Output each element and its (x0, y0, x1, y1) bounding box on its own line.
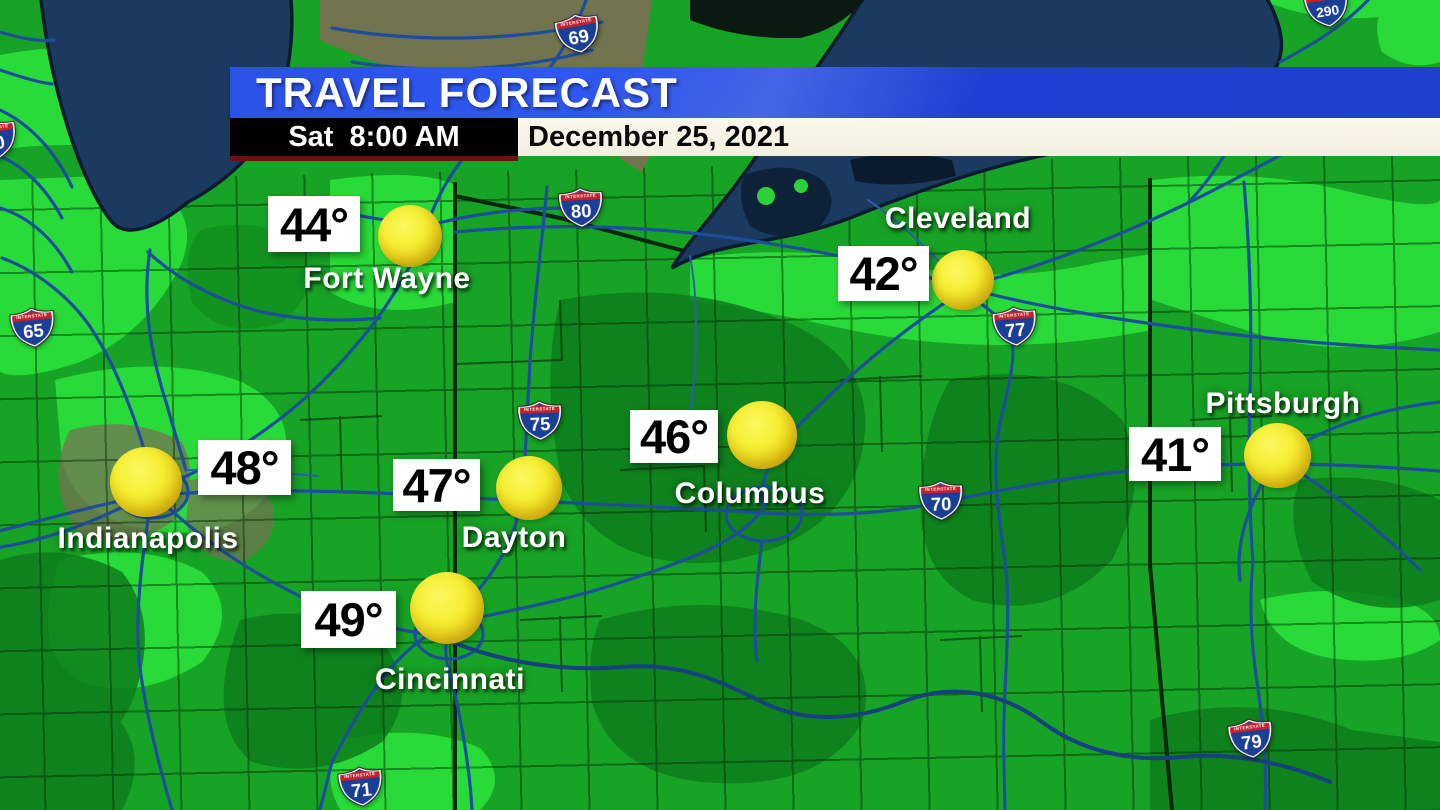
interstate-shield-79: INTERSTATE 79 (1224, 714, 1279, 762)
interstate-shield-290: INTERSTATE290 (1299, 0, 1355, 32)
interstate-shield-80: INTERSTATE 80 (555, 185, 607, 230)
radar-dark-blobs (0, 224, 1440, 810)
shield-interstate-label: INTERSTATE (925, 486, 956, 492)
shield-interstate-label: INTERSTATE (565, 193, 597, 200)
temp-badge-pittsburgh: 41° (1129, 427, 1221, 481)
interstate-shield-69: INTERSTATE 69 (550, 8, 607, 58)
sun-icon (496, 456, 562, 520)
banner-title: TRAVEL FORECAST (256, 69, 678, 116)
shield-interstate-label: INTERSTATE (1234, 723, 1266, 732)
shield-number: 80 (570, 200, 591, 222)
shield-number: 290 (1315, 2, 1340, 20)
interstate-shield-71: INTERSTATE 71 (334, 763, 388, 810)
city-label-indianapolis: Indianapolis (57, 522, 239, 555)
shield-interstate-label: INTERSTATE (16, 312, 48, 320)
shield-interstate-label: INTERSTATE (524, 406, 555, 412)
time-bar: Sat 8:00 AM (230, 118, 518, 156)
shield-number: 69 (567, 25, 591, 49)
red-underline (230, 156, 518, 161)
temp-badge-cleveland: 42° (838, 246, 929, 301)
sun-icon (410, 572, 484, 644)
interstate-shield-77: INTERSTATE 77 (988, 303, 1041, 349)
shield-number: 70 (931, 493, 952, 515)
banner: TRAVEL FORECAST (230, 67, 1440, 118)
sun-icon (727, 401, 797, 469)
interstate-shield-70: INTERSTATE 70 (915, 478, 966, 522)
shield-number: 75 (530, 413, 551, 435)
temp-badge-indianapolis: 48° (198, 440, 291, 495)
city-label-cincinnati: Cincinnati (374, 663, 526, 696)
shield-interstate-label: INTERSTATE (0, 123, 9, 133)
shield-interstate-label: INTERSTATE (998, 311, 1030, 319)
city-label-columbus: Columbus (674, 477, 826, 510)
shield-number: 79 (1240, 730, 1263, 753)
shield-number: 0 (0, 131, 6, 153)
city-label-dayton: Dayton (461, 521, 567, 554)
city-label-cleveland: Cleveland (884, 202, 1032, 235)
sun-icon (378, 205, 442, 267)
interstate-shield-partial-left: INTERSTATE 0 (0, 114, 23, 164)
sun-icon (932, 250, 994, 310)
shield-interstate-label: INTERSTATE (344, 771, 376, 779)
interstate-shield-75: INTERSTATE 75 (514, 398, 565, 442)
city-label-fort-wayne: Fort Wayne (303, 262, 471, 295)
temp-badge-fort-wayne: 44° (268, 196, 360, 252)
date-bar: December 25, 2021 (518, 118, 1440, 156)
temp-badge-columbus: 46° (630, 410, 718, 463)
shield-number: 71 (350, 778, 373, 801)
shield-interstate-label: INTERSTATE (560, 17, 592, 27)
ohio-river (450, 640, 1332, 784)
sun-icon (110, 447, 182, 517)
shield-number: 77 (1004, 319, 1026, 342)
interstate-shield-65: INTERSTATE 65 (6, 304, 60, 351)
shield-number: 65 (22, 319, 45, 342)
temp-badge-dayton: 47° (393, 459, 480, 512)
temp-badge-cincinnati: 49° (301, 591, 396, 648)
city-label-pittsburgh: Pittsburgh (1205, 387, 1361, 420)
sun-icon (1244, 423, 1311, 488)
